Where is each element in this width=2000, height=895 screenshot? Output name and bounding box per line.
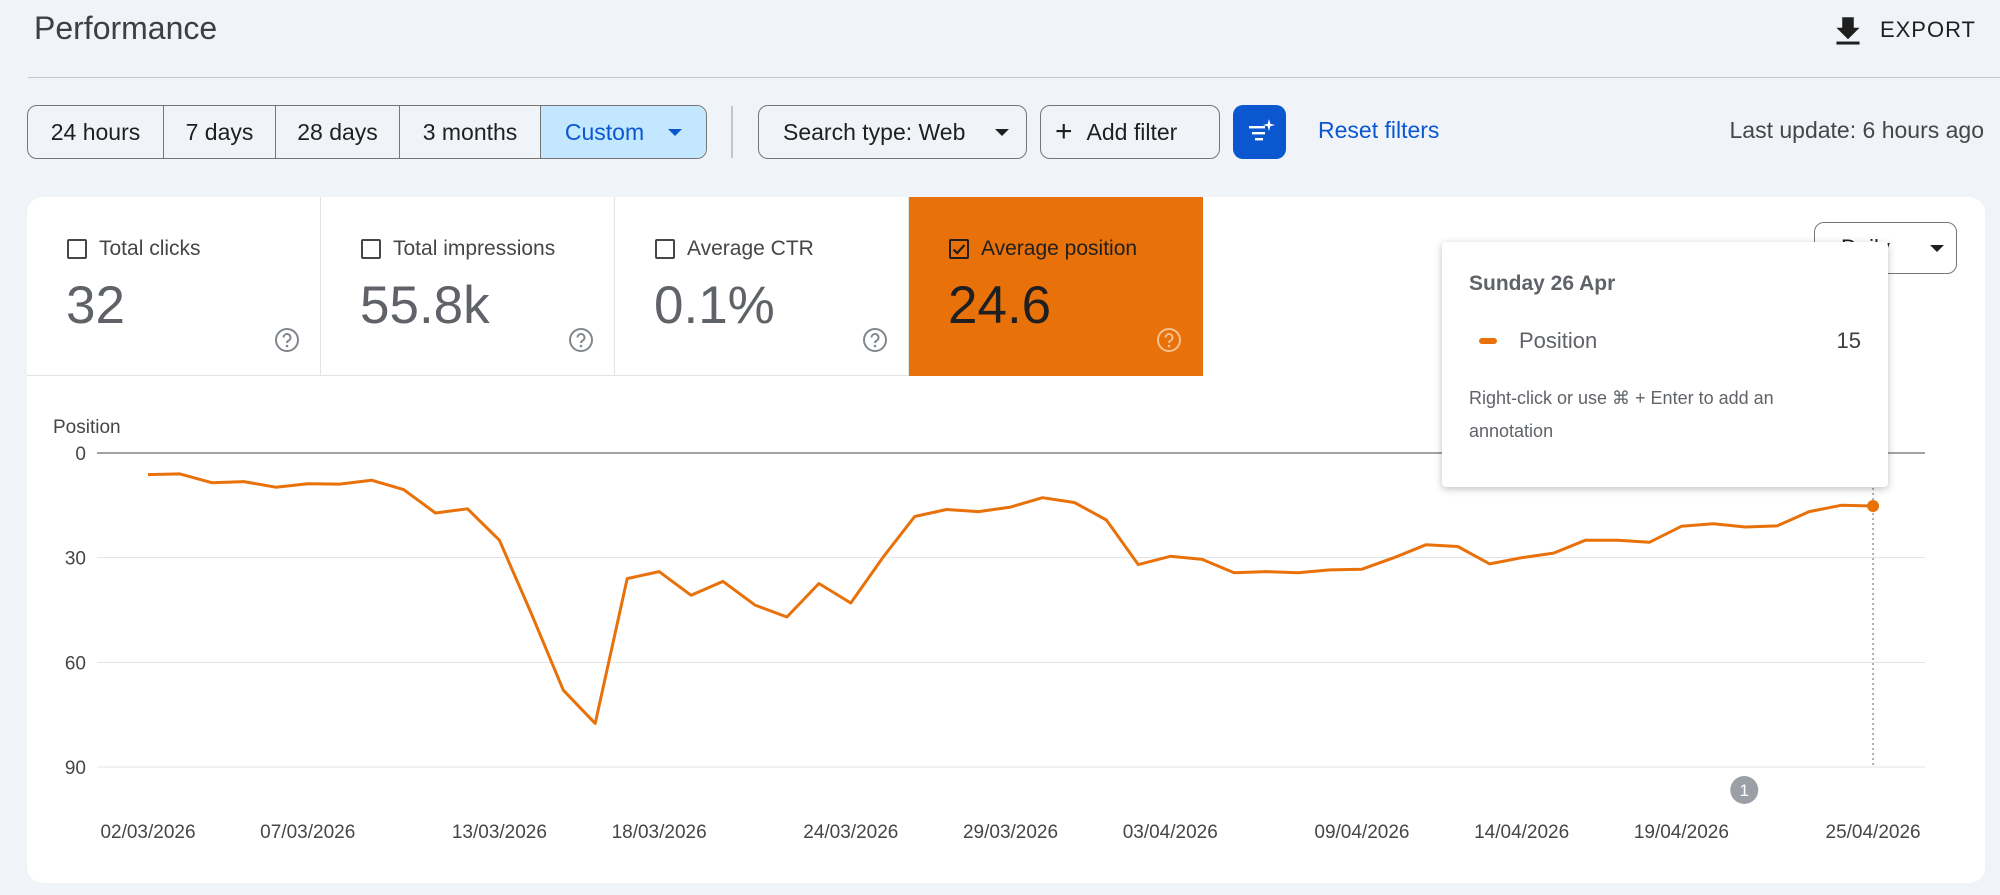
x-tick-label: 07/03/2026 <box>260 822 355 843</box>
export-button[interactable]: EXPORT <box>1834 10 1976 50</box>
help-icon[interactable] <box>568 327 594 353</box>
export-label: EXPORT <box>1879 17 1976 42</box>
metric-total-clicks[interactable]: Total clicks 32 <box>27 197 321 376</box>
checkbox-checked[interactable] <box>949 239 969 259</box>
hover-point[interactable] <box>1867 500 1880 513</box>
x-tick-label: 02/03/2026 <box>100 822 195 843</box>
tooltip-row: Position 15 <box>1479 328 1861 354</box>
x-tick-label: 25/04/2026 <box>1826 822 1921 843</box>
header-divider <box>28 77 2000 78</box>
x-tick-label: 14/04/2026 <box>1474 822 1569 843</box>
x-tick-label: 09/04/2026 <box>1314 822 1409 843</box>
annotation-marker-label: 1 <box>1740 781 1749 800</box>
range-custom-label: Custom <box>564 118 645 145</box>
help-icon[interactable] <box>862 327 888 353</box>
metric-value: 0.1% <box>654 276 775 335</box>
range-24-hours[interactable]: 24 hours <box>28 106 164 158</box>
toolbar-divider <box>731 106 733 158</box>
series-swatch <box>1479 338 1497 344</box>
caret-down-icon <box>995 128 1010 136</box>
ai-filter-button[interactable] <box>1233 105 1286 159</box>
reset-filters-link[interactable]: Reset filters <box>1318 117 1440 143</box>
help-icon[interactable] <box>274 327 300 353</box>
chart-tooltip: Sunday 26 Apr Position 15 Right-click or… <box>1442 242 1888 487</box>
checkbox[interactable] <box>67 239 87 259</box>
x-tick-label: 03/04/2026 <box>1123 822 1218 843</box>
y-tick-label: 60 <box>65 653 86 674</box>
date-range-group: 24 hours 7 days 28 days 3 months Custom <box>27 105 707 159</box>
x-tick-label: 13/03/2026 <box>452 822 547 843</box>
add-filter-label: Add filter <box>1086 118 1178 145</box>
metric-value: 24.6 <box>948 276 1052 335</box>
checkbox[interactable] <box>655 239 675 259</box>
x-tick-label: 18/03/2026 <box>612 822 707 843</box>
metric-label: Total clicks <box>99 237 201 260</box>
plus-icon: + <box>1055 115 1073 148</box>
metric-total-impressions[interactable]: Total impressions 55.8k <box>321 197 615 376</box>
metric-average-ctr[interactable]: Average CTR 0.1% <box>615 197 909 376</box>
y-tick-label: 0 <box>75 444 86 465</box>
metric-value: 32 <box>66 276 125 335</box>
range-7-days[interactable]: 7 days <box>164 106 276 158</box>
tooltip-series-name: Position <box>1519 328 1598 353</box>
search-type-select[interactable]: Search type: Web <box>758 105 1027 159</box>
x-tick-label: 29/03/2026 <box>963 822 1058 843</box>
y-tick-label: 90 <box>65 758 86 779</box>
caret-down-icon <box>1929 244 1944 252</box>
range-3-months[interactable]: 3 months <box>400 106 541 158</box>
last-update-text: Last update: 6 hours ago <box>1729 117 1984 143</box>
search-type-label: Search type: Web <box>783 118 966 145</box>
performance-card: Total clicks 32 Total impressions 55.8k … <box>27 197 1985 883</box>
help-icon[interactable] <box>1156 327 1182 353</box>
x-tick-label: 24/03/2026 <box>803 822 898 843</box>
caret-down-icon <box>668 128 683 136</box>
series-line-position[interactable] <box>147 472 1874 725</box>
y-axis-title: Position <box>53 417 121 438</box>
y-tick-label: 30 <box>65 549 86 570</box>
range-28-days[interactable]: 28 days <box>276 106 400 158</box>
tooltip-hint: Right-click or use ⌘ + Enter to add an a… <box>1469 388 1774 441</box>
add-filter-button[interactable]: + Add filter <box>1040 105 1220 159</box>
position-line-chart[interactable]: Position 0 30 60 90 02/03/2026 07/03/2026 13/0… <box>27 197 1985 883</box>
metric-label: Total impressions <box>393 237 556 260</box>
checkbox[interactable] <box>361 239 381 259</box>
check-icon <box>952 244 966 255</box>
metric-label: Average position <box>981 237 1138 260</box>
metric-label: Average CTR <box>687 237 814 260</box>
metric-value: 55.8k <box>360 276 490 335</box>
annotation-marker[interactable] <box>1730 776 1759 804</box>
download-icon <box>1836 17 1860 45</box>
tooltip-date: Sunday 26 Apr <box>1469 272 1616 295</box>
x-tick-label: 19/04/2026 <box>1634 822 1729 843</box>
page-title: Performance <box>34 10 218 46</box>
metric-average-position[interactable]: Average position 24.6 <box>909 197 1203 376</box>
tooltip-value: 15 <box>1836 328 1861 353</box>
sparkle-filter-icon <box>1248 119 1275 141</box>
range-custom[interactable]: Custom <box>541 106 706 158</box>
